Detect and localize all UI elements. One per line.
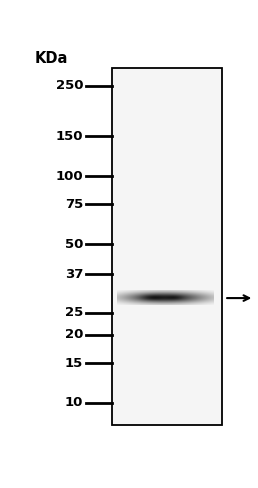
- Text: 37: 37: [65, 267, 83, 281]
- Text: 20: 20: [65, 328, 83, 341]
- Text: 250: 250: [56, 80, 83, 92]
- Text: 50: 50: [65, 238, 83, 251]
- Text: 100: 100: [56, 170, 83, 183]
- Bar: [112, 68, 222, 425]
- Text: 10: 10: [65, 396, 83, 409]
- Text: 15: 15: [65, 357, 83, 369]
- Text: 150: 150: [56, 130, 83, 142]
- Text: KDa: KDa: [34, 51, 68, 66]
- Text: 25: 25: [65, 306, 83, 319]
- Text: 75: 75: [65, 198, 83, 211]
